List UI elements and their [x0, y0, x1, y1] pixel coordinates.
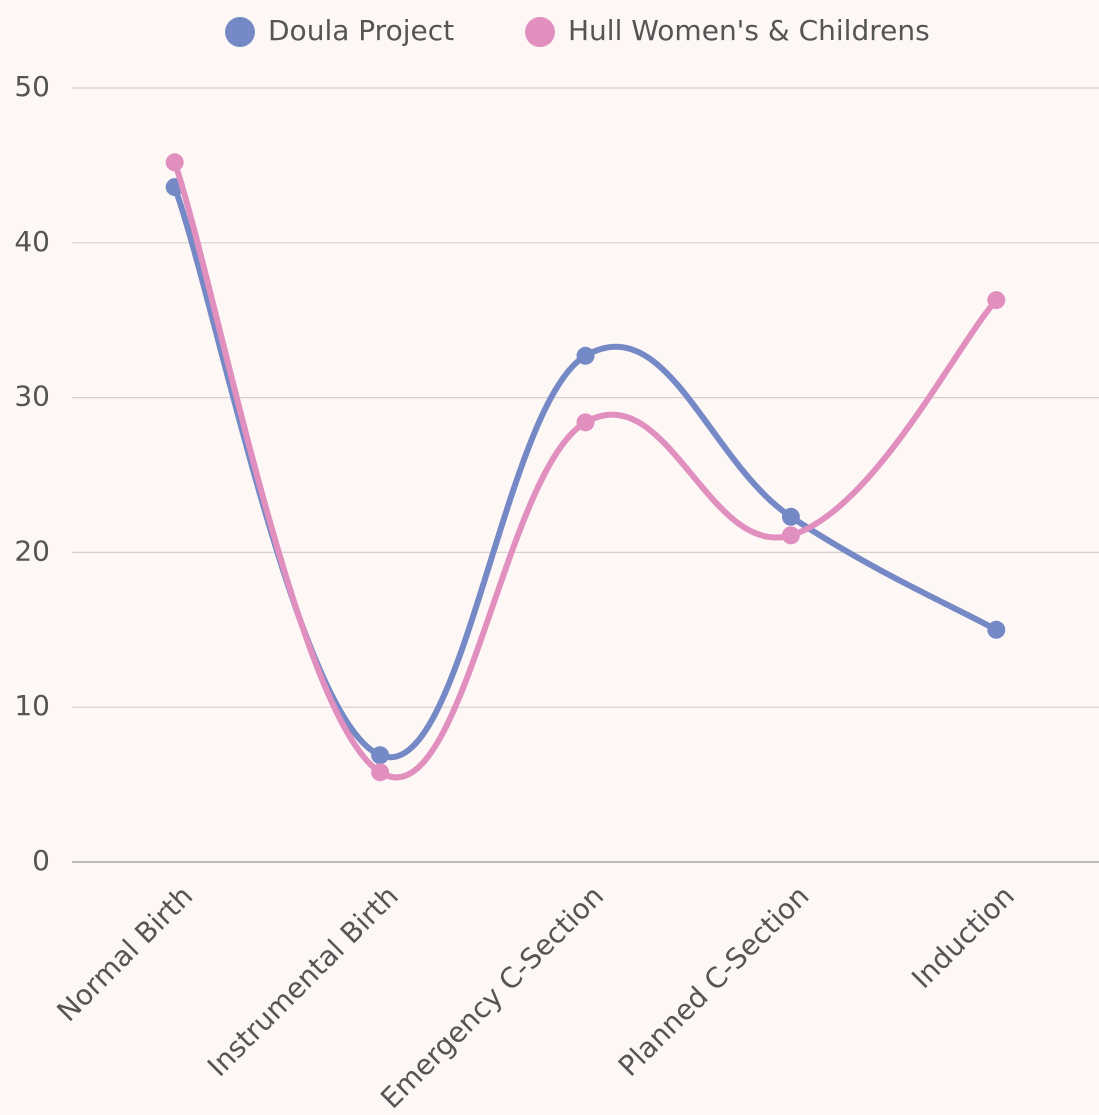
y-tick-label: 0 — [32, 844, 50, 877]
legend-label: Hull Women's & Childrens — [568, 14, 930, 47]
data-point — [987, 620, 1006, 639]
data-point — [576, 413, 595, 432]
data-point — [165, 153, 184, 172]
x-tick-label: Normal Birth — [51, 879, 200, 1028]
x-tick-label: Planned C-Section — [612, 879, 816, 1083]
x-tick-label: Emergency C-Section — [374, 879, 610, 1115]
y-tick-label: 40 — [14, 225, 50, 258]
legend-marker — [225, 17, 255, 47]
data-point — [781, 526, 800, 545]
legend-marker — [525, 17, 555, 47]
y-tick-label: 10 — [14, 689, 50, 722]
y-tick-label: 20 — [14, 534, 50, 567]
x-tick-label: Induction — [905, 879, 1021, 995]
data-point — [987, 291, 1006, 310]
y-tick-label: 50 — [14, 70, 50, 103]
legend-label: Doula Project — [268, 14, 454, 47]
series-line — [171, 159, 1000, 781]
x-tick-label: Instrumental Birth — [201, 879, 405, 1083]
y-tick-label: 30 — [14, 380, 50, 413]
data-point — [781, 507, 800, 526]
data-point — [576, 346, 595, 365]
data-point — [371, 763, 390, 782]
data-point — [371, 746, 390, 765]
